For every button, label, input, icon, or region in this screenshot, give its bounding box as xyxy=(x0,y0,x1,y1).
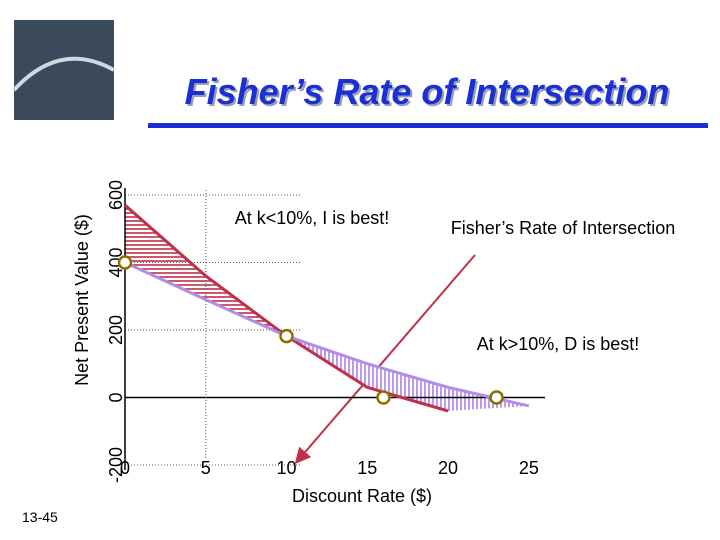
marker xyxy=(489,390,504,405)
slide-number: 13-45 xyxy=(22,509,58,525)
title-shadow: Fisher’s Rate of Intersection xyxy=(187,73,672,114)
shaded-region xyxy=(125,205,287,337)
y-tick-label: 600 xyxy=(106,180,126,210)
marker xyxy=(376,390,391,405)
marker xyxy=(279,328,294,344)
annotation: At k>10%, D is best! xyxy=(477,334,640,354)
marker xyxy=(117,255,133,270)
title-rule xyxy=(148,123,708,128)
y-tick-label: 0 xyxy=(106,392,126,402)
y-axis-label: Net Present Value ($) xyxy=(72,214,92,386)
x-axis-label: Discount Rate ($) xyxy=(292,486,432,506)
annotation: Fisher’s Rate of Intersection xyxy=(451,218,675,238)
series-line xyxy=(124,261,530,408)
y-tick-label: 200 xyxy=(106,315,126,345)
logo-bridge xyxy=(12,56,115,92)
x-tick-label: 25 xyxy=(519,458,539,478)
y-tick-label: -200 xyxy=(106,447,126,483)
x-tick-label: 5 xyxy=(201,458,211,478)
arrow xyxy=(294,254,476,465)
annotation: At k<10%, I is best! xyxy=(235,208,390,228)
x-tick-label: 20 xyxy=(438,458,458,478)
y-tick-label: 400 xyxy=(106,247,126,277)
x-tick-label: 15 xyxy=(357,458,377,478)
x-tick-label: 10 xyxy=(277,458,297,478)
logo xyxy=(14,20,114,120)
chart-title: Fisher’s Rate of Intersection xyxy=(185,71,670,112)
